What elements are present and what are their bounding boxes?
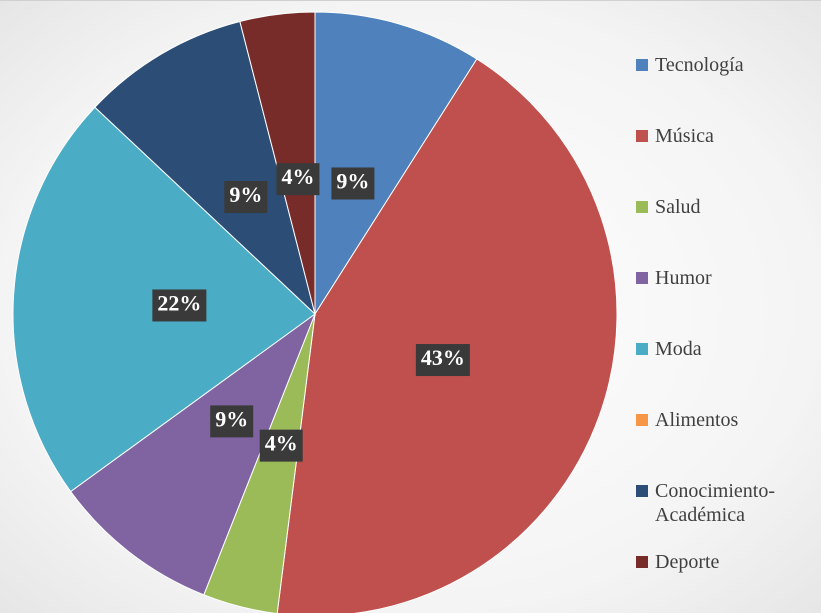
data-label-box [259, 429, 303, 462]
data-label-text: 4% [265, 431, 298, 456]
legend-swatch [636, 272, 648, 284]
legend-label: Tecnología [655, 54, 744, 76]
legend-item: Humor [636, 266, 780, 290]
pie-slice [94, 20, 316, 316]
data-label-text: 9% [229, 182, 262, 207]
legend-item: Conocimiento-Académica [636, 479, 780, 527]
data-label: 9% [224, 181, 268, 214]
data-label-text: 9% [215, 406, 248, 431]
data-label: 4% [276, 163, 320, 196]
legend-swatch [636, 414, 648, 426]
legend-swatch [636, 556, 648, 568]
legend-swatch [636, 130, 648, 142]
data-label-text: 22% [157, 291, 201, 316]
legend-item: Tecnología [636, 53, 780, 77]
data-label: 9% [210, 405, 254, 438]
data-label: 4% [259, 429, 303, 462]
legend-item: Música [636, 124, 780, 148]
data-label-box [210, 405, 254, 438]
legend-swatch [636, 201, 648, 213]
data-label-box [331, 167, 375, 200]
legend-item: Moda [636, 337, 780, 361]
legend-label: Alimentos [655, 409, 739, 431]
legend-item: Alimentos [636, 408, 780, 432]
pie-slice [69, 312, 317, 596]
legend-label: Humor [655, 267, 712, 289]
data-label-box [224, 181, 268, 214]
data-label-text: 43% [421, 345, 465, 370]
data-label-text: 9% [336, 169, 369, 194]
data-label-box [152, 289, 207, 322]
pie-slice [276, 58, 618, 613]
pie-slice [239, 11, 316, 315]
legend-swatch [636, 485, 648, 497]
data-label: 9% [331, 167, 375, 200]
legend-item: Deporte [636, 550, 780, 574]
legend-swatch [636, 343, 648, 355]
legend-label: Deporte [655, 551, 720, 573]
data-label-text: 4% [281, 164, 314, 189]
legend-item: Salud [636, 195, 780, 219]
legend-label: Moda [655, 338, 702, 360]
legend-label: Conocimiento-Académica [655, 480, 775, 526]
legend-label: Música [655, 125, 714, 147]
data-label-box [276, 163, 320, 196]
legend-label: Salud [655, 196, 701, 218]
data-label: 22% [152, 289, 207, 322]
data-label: 43% [415, 344, 470, 377]
legend-swatch [636, 59, 648, 71]
data-label-box [415, 344, 470, 377]
pie-slice [314, 11, 478, 316]
